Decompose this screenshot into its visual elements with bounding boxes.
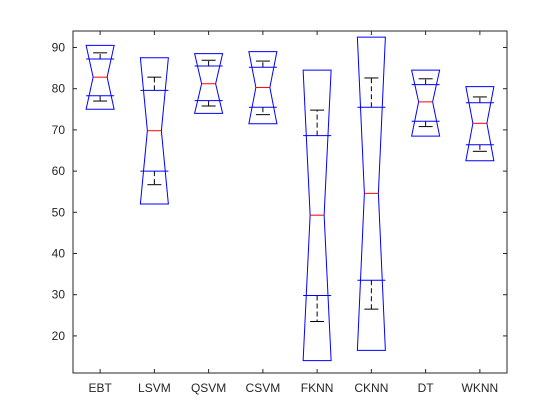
- axes-frame: [72, 30, 508, 374]
- y-tick-label: 60: [52, 164, 66, 178]
- box-wknn: [465, 86, 495, 162]
- plot-area: [85, 36, 495, 362]
- x-tick-label-cknn: CKNN: [354, 381, 388, 395]
- y-tick-label: 50: [52, 205, 66, 219]
- box-cknn: [356, 36, 386, 351]
- x-tick-label-dt: DT: [418, 381, 435, 395]
- x-tick-label-lsvm: LSVM: [138, 381, 171, 395]
- y-axis-ticks: 20 30 40 50 60 70 80 90: [52, 40, 507, 343]
- box-dt: [411, 69, 441, 137]
- y-tick-label: 90: [52, 40, 66, 54]
- x-tick-label-wknn: WKNN: [462, 381, 499, 395]
- y-tick-label: 80: [52, 82, 66, 96]
- x-tick-label-qsvm: QSVM: [191, 381, 226, 395]
- y-tick-label: 20: [52, 329, 66, 343]
- x-axis-ticks: EBT LSVM QSVM CSVM FKNN CKNN DT WKNN: [88, 31, 498, 395]
- y-tick-label: 70: [52, 123, 66, 137]
- box-lsvm: [139, 57, 169, 205]
- x-tick-label-ebt: EBT: [88, 381, 112, 395]
- y-tick-label: 30: [52, 288, 66, 302]
- box-fknn: [302, 69, 332, 362]
- box-ebt: [85, 44, 115, 110]
- x-tick-label-csvm: CSVM: [246, 381, 281, 395]
- x-tick-label-fknn: FKNN: [301, 381, 334, 395]
- box-qsvm: [193, 53, 224, 114]
- axes-box: [72, 30, 508, 374]
- box-csvm: [248, 51, 278, 125]
- y-tick-label: 40: [52, 247, 66, 261]
